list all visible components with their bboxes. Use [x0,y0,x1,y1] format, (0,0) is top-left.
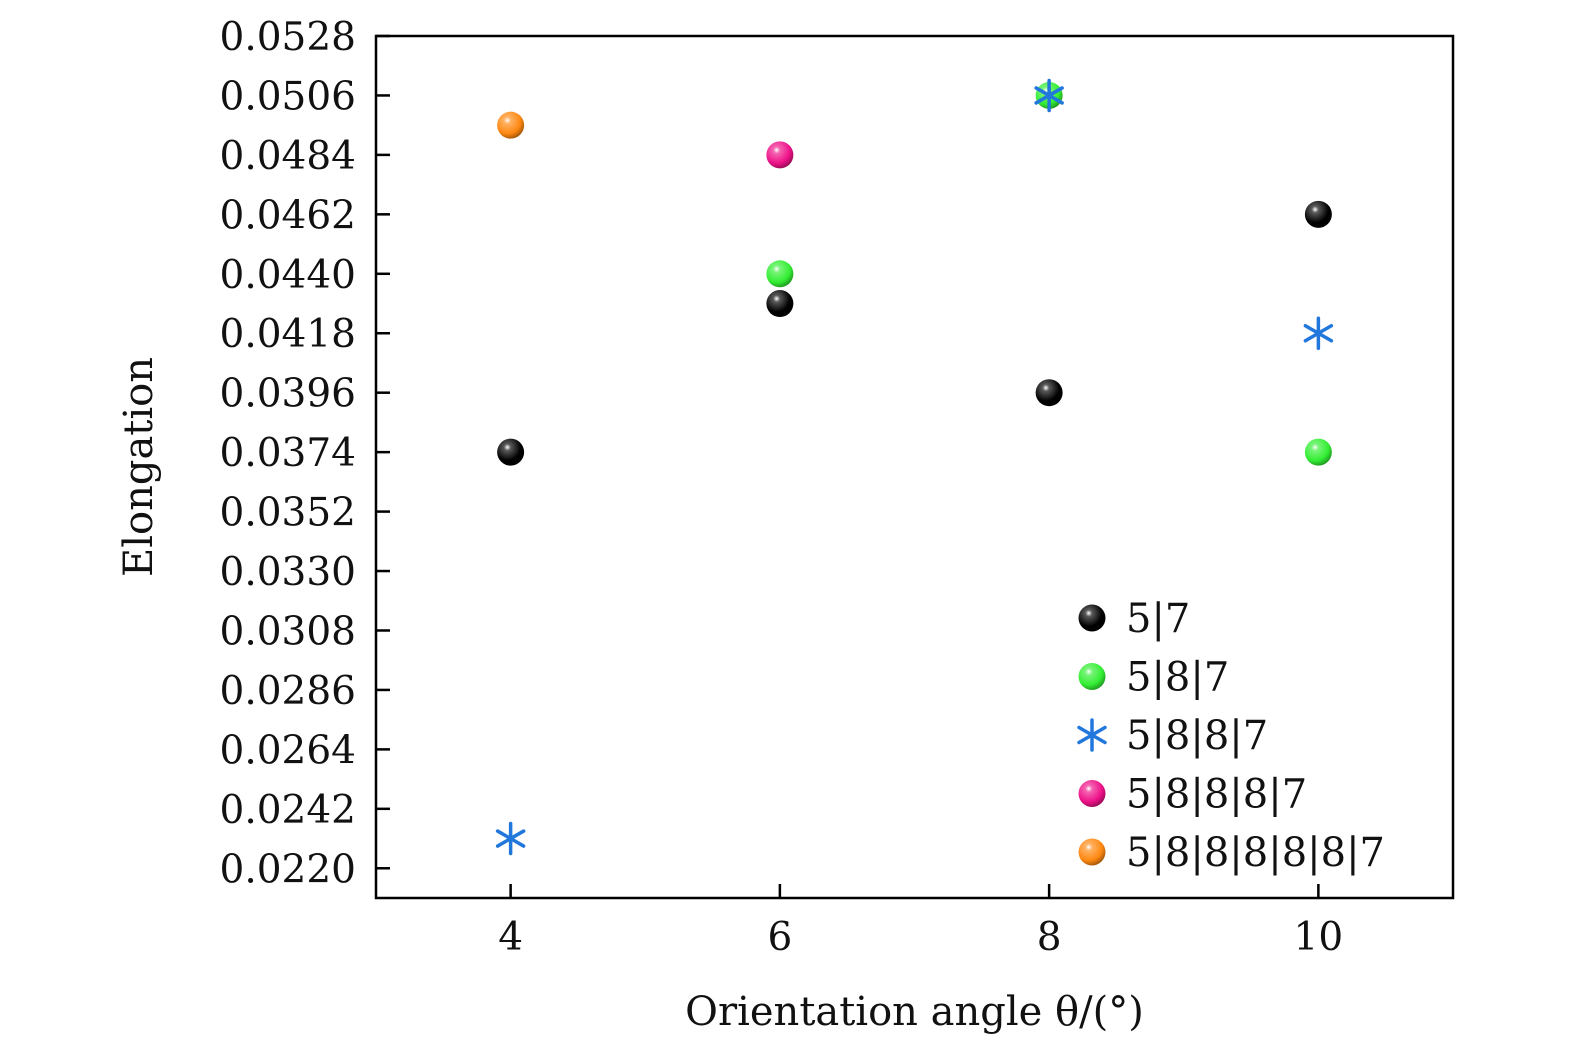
y-tick-label: 0.0330 [220,550,356,595]
y-tick-label: 0.0506 [220,74,356,119]
legend-marker [1078,604,1106,632]
y-tick-label: 0.0462 [220,193,356,238]
y-axis-ticks: 0.0528 0.0506 0.0484 0.0462 0.0440 0.0418 0.03… [220,15,390,892]
legend-entry-label: 5|8|8|8|8|8|7 [1126,830,1385,876]
legend-entry-label: 5|8|8|8|7 [1126,772,1307,818]
y-tick-label: 0.0418 [220,312,356,357]
y-axis-title: Elongation [116,357,162,577]
y-tick-label: 0.0528 [220,15,356,60]
legend-entry-label: 5|8|7 [1126,655,1229,701]
y-tick-label: 0.0308 [220,609,356,654]
legend-marker [1077,718,1107,752]
data-points [495,78,1334,856]
data-point-5|7 [497,438,525,466]
legend-marker [1078,663,1106,690]
y-tick-label: 0.0220 [220,847,356,892]
y-tick-label: 0.0374 [220,431,356,476]
legend-marker [1078,780,1106,807]
y-tick-label: 0.0396 [220,372,356,417]
x-axis-ticks: 4 6 8 10 [498,884,1343,960]
data-point-5|8|8|7 [495,821,526,856]
x-tick-label: 10 [1294,915,1344,960]
x-tick-label: 6 [767,915,792,960]
y-tick-label: 0.0484 [220,134,356,179]
data-point-5|7 [1035,379,1063,407]
x-tick-label: 8 [1037,915,1062,960]
legend-marker [1078,838,1106,866]
x-tick-label: 4 [498,915,523,960]
y-tick-label: 0.0440 [220,253,356,298]
plot-frame [374,34,1455,900]
y-tick-label: 0.0264 [220,728,356,773]
y-tick-label: 0.0286 [220,669,356,714]
data-point-5|8|8|8|7 [766,141,794,169]
data-point-5|7 [1304,200,1332,228]
x-axis-title: Orientation angle θ/(°) [685,989,1144,1035]
data-point-5|8|7 [766,260,794,288]
data-point-5|8|8|7 [1303,316,1334,350]
data-point-5|8|8|7 [1034,78,1064,113]
y-tick-label: 0.0242 [220,788,356,833]
data-point-5|8|7 [1304,438,1332,466]
data-point-5|7 [766,290,794,318]
data-point-5|8|8|8|8|8|7 [497,111,525,139]
legend-entry-label: 5|8|8|7 [1126,713,1268,759]
y-tick-label: 0.0352 [220,491,356,536]
legend: 5|7 5|8|7 5|8|8|7 5|8|8|8|7 5|8|8|8|8|8|7 [1077,596,1385,876]
legend-entry-label: 5|7 [1126,596,1190,642]
